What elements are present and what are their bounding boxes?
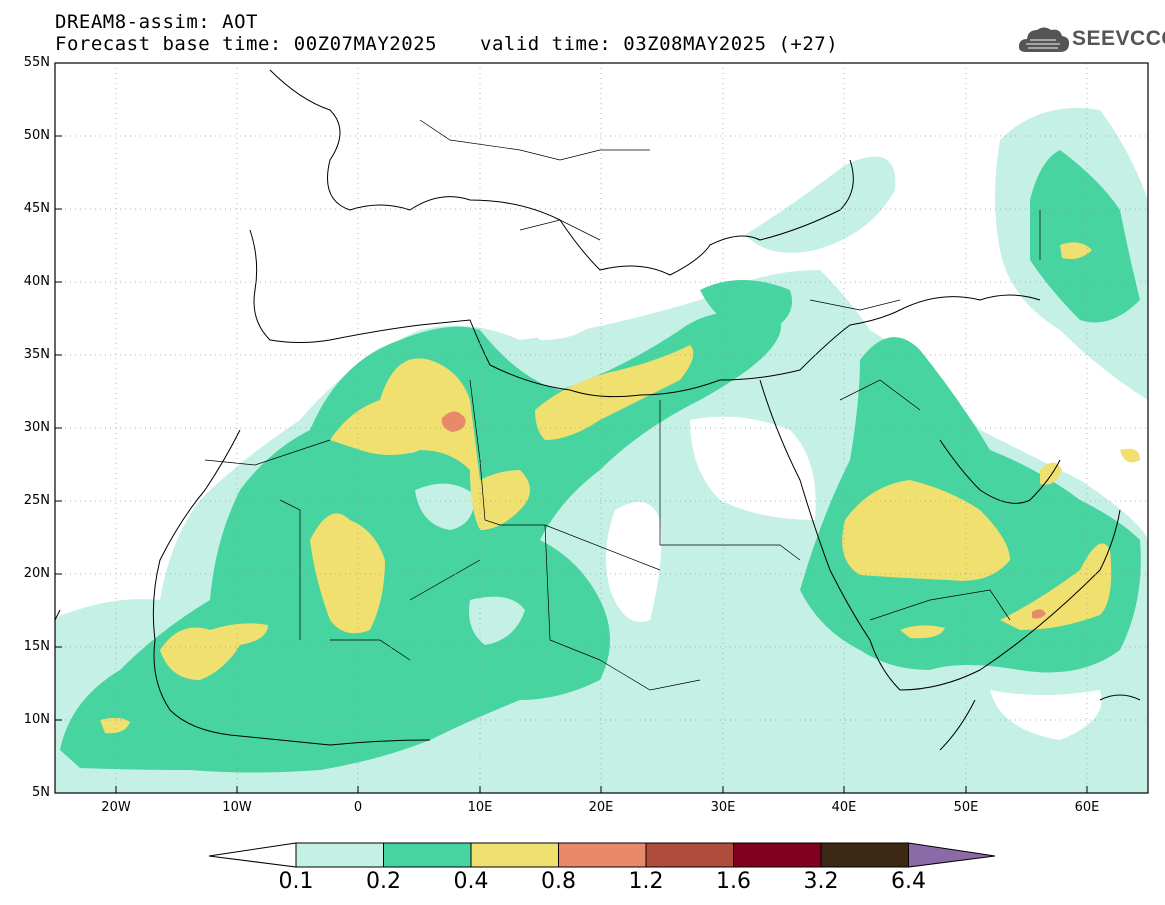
lon-label-50e: 50E — [953, 800, 979, 815]
colorbar-swatch-4 — [645, 842, 734, 868]
cloud-icon — [1018, 27, 1070, 52]
lat-label-55n: 55N — [23, 55, 50, 70]
axis-ticks — [55, 62, 1088, 794]
colorbar-swatch-5 — [733, 842, 822, 868]
lat-label-20n: 20N — [23, 566, 50, 581]
aot-gaps — [520, 308, 1102, 740]
colorbar-label: 1.6 — [716, 869, 751, 894]
aot-band-0.4 — [100, 242, 1140, 734]
lat-label-25n: 25N — [23, 493, 50, 508]
valid-time: valid time: 03Z08MAY2025 (+27) — [480, 33, 839, 55]
lon-label-10e: 10E — [467, 800, 493, 815]
lon-label-60e: 60E — [1074, 800, 1100, 815]
lon-label-40e: 40E — [831, 800, 857, 815]
lon-label-20w: 20W — [101, 800, 131, 815]
lat-label-40n: 40N — [23, 274, 50, 289]
lat-label-35n: 35N — [23, 347, 50, 362]
lon-label-10w: 10W — [222, 800, 252, 815]
lat-label-45n: 45N — [23, 201, 50, 216]
aot-band-0.8 — [441, 411, 1046, 619]
colorbar-label: 3.2 — [803, 869, 839, 894]
colorbar-over-arrow — [908, 842, 996, 868]
colorbar-under-arrow — [208, 842, 297, 868]
colorbar-label: 6.4 — [891, 869, 926, 894]
seevccc-logo: SEEVCCC — [1016, 22, 1165, 58]
aot-field — [55, 63, 1148, 793]
colorbar-label: 0.4 — [453, 869, 489, 894]
lat-label-30n: 30N — [23, 420, 50, 435]
lat-label-5n: 5N — [32, 785, 50, 800]
colorbar-swatch-3 — [558, 842, 647, 868]
lon-label-30e: 30E — [710, 800, 736, 815]
colorbar-swatch-1 — [383, 842, 472, 868]
lat-label-10n: 10N — [23, 712, 50, 727]
colorbar-label: 0.8 — [541, 869, 576, 894]
lat-label-50n: 50N — [23, 128, 50, 143]
colorbar — [208, 842, 996, 868]
graticule — [55, 63, 1148, 793]
colorbar-swatch-0 — [295, 842, 384, 868]
forecast-base-time: Forecast base time: 00Z07MAY2025 — [55, 33, 438, 55]
lat-label-15n: 15N — [23, 639, 50, 654]
colorbar-label: 0.1 — [278, 869, 314, 894]
map-title: DREAM8-assim: AOT — [55, 11, 258, 33]
colorbar-swatch-2 — [470, 842, 559, 868]
lon-label-20e: 20E — [588, 800, 614, 815]
lon-label-0: 0 — [353, 800, 363, 815]
colorbar-swatch-6 — [820, 842, 909, 868]
colorbar-label: 0.2 — [366, 869, 401, 894]
logo-text: SEEVCCC — [1072, 27, 1165, 50]
country-borders — [204, 119, 1041, 691]
colorbar-label: 1.2 — [628, 869, 664, 894]
